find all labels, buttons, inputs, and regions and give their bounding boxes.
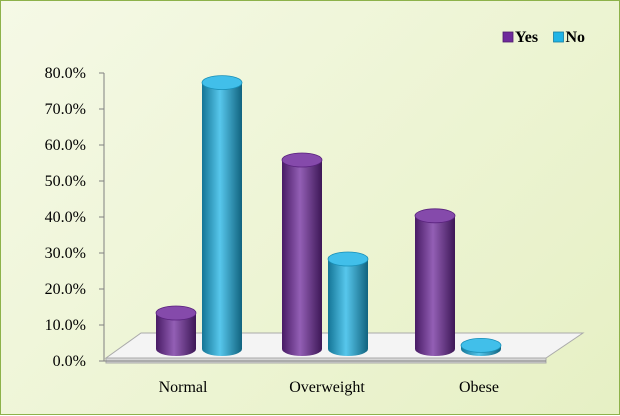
bar-no-normal (202, 76, 242, 356)
y-tick-label: 80.0% (45, 65, 86, 82)
y-tick-label: 70.0% (45, 101, 86, 118)
y-tick-label: 10.0% (45, 317, 86, 334)
legend-label: Yes (515, 29, 538, 46)
bar-no-obese (461, 338, 501, 356)
bar-yes-obese (415, 209, 455, 356)
y-tick-labels: 0.0% 10.0% 20.0% 30.0% 40.0% 50.0% 60.0% 70.0% 8… (45, 65, 86, 370)
legend: Yes No (503, 29, 585, 46)
y-tick-label: 60.0% (45, 137, 86, 154)
bar-yes-overweight (282, 153, 322, 356)
y-tick-label: 20.0% (45, 281, 86, 298)
bar-no-overweight (328, 252, 368, 356)
y-tick-label: 40.0% (45, 209, 86, 226)
bar-yes-normal (156, 306, 196, 356)
legend-item-yes: Yes (503, 29, 538, 46)
y-tick-label: 0.0% (53, 353, 86, 370)
bars (156, 76, 501, 356)
x-tick-label: Overweight (289, 379, 365, 396)
y-tick-label: 50.0% (45, 173, 86, 190)
x-tick-labels: Normal Overweight Obese (159, 379, 499, 396)
x-tick-label: Obese (459, 379, 499, 396)
legend-item-no: No (554, 29, 586, 46)
y-tick-label: 30.0% (45, 245, 86, 262)
legend-label: No (566, 29, 586, 46)
x-tick-label: Normal (159, 379, 208, 396)
